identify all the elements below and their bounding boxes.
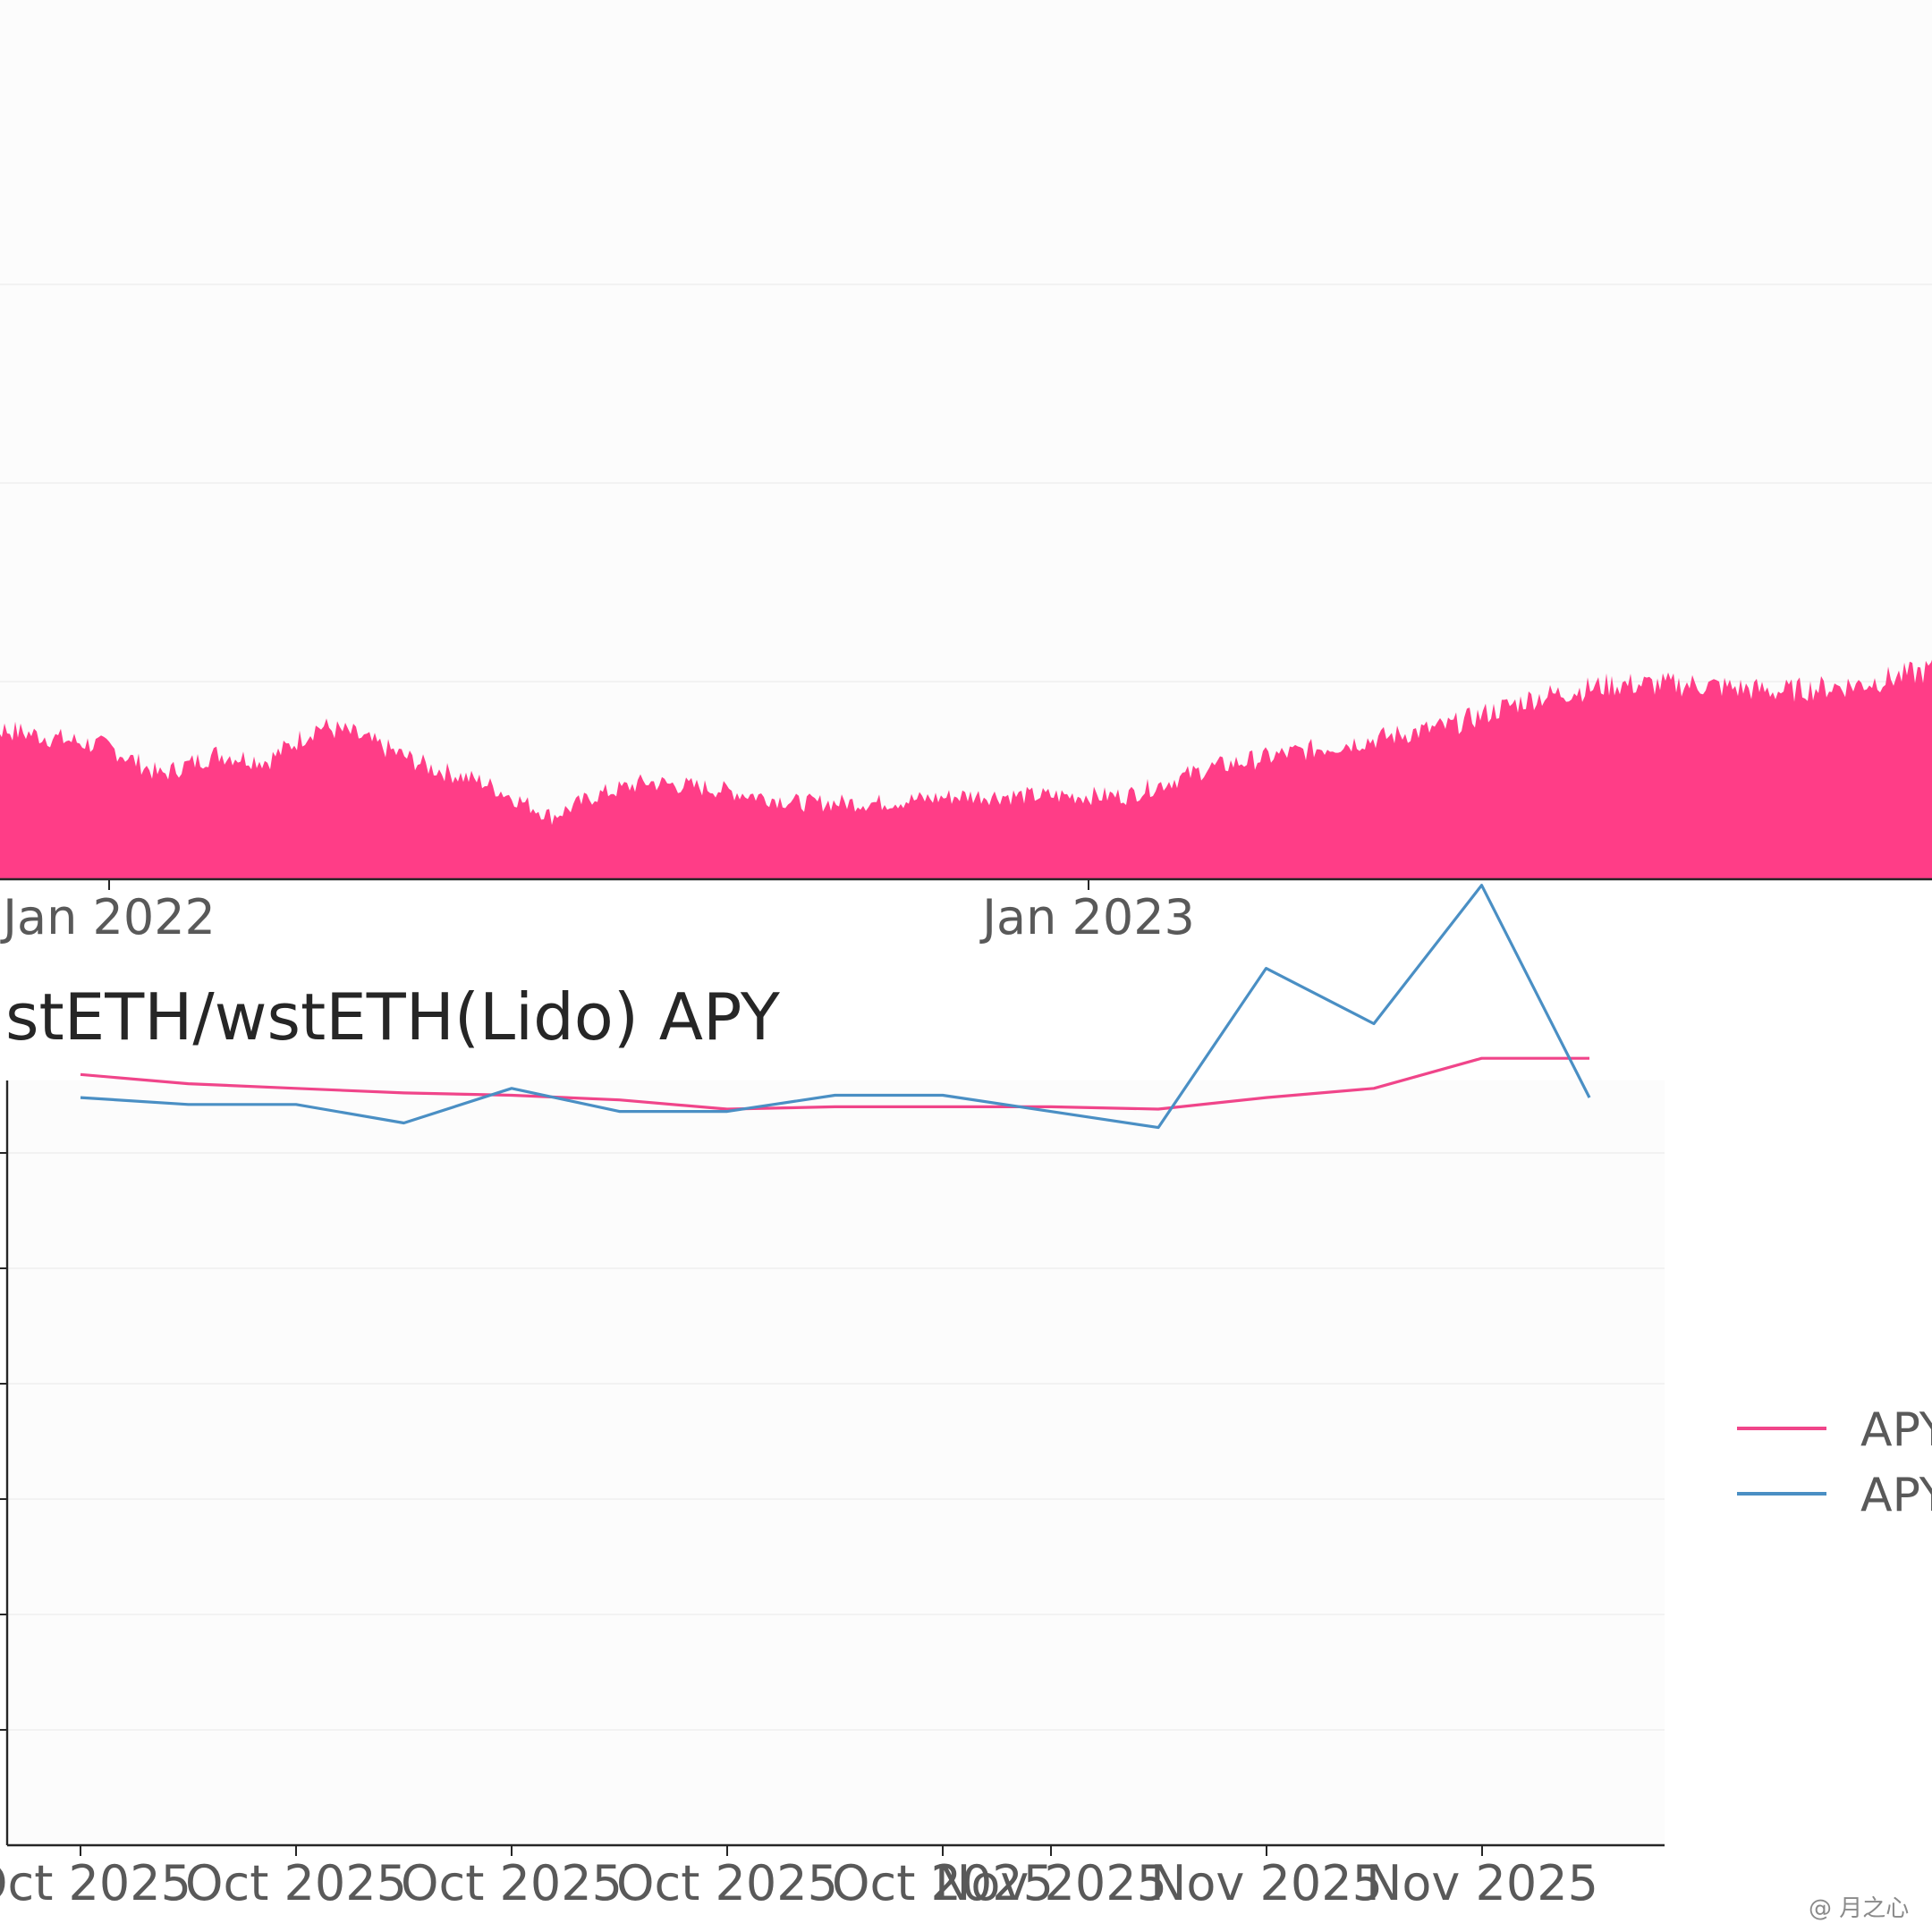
top-grid <box>0 284 1932 682</box>
chart-title: stETH/wstETH(Lido) APY <box>5 979 781 1055</box>
bottom-x-tick-label: Oct 2025 <box>401 1855 623 1911</box>
bottom-grid <box>0 1152 1665 1731</box>
bottom-plot-background <box>7 1080 1665 1845</box>
bottom-x-tick-label: Nov 2025 <box>1366 1855 1598 1911</box>
bottom-x-tick-label: Oct 2025 <box>832 1855 1054 1911</box>
series-line-apy-pink <box>80 1056 1589 1111</box>
bottom-x-tick-label: Nov 2025 <box>935 1855 1167 1911</box>
bottom-series <box>80 884 1591 1130</box>
bottom-x-tick-label: Oct 2025 <box>616 1855 838 1911</box>
legend-label-apy-blue: APY <box>1860 1469 1932 1522</box>
series-line-apy-blue <box>80 884 1591 1130</box>
bottom-x-tick-label: Oct 2025 <box>185 1855 407 1911</box>
top-x-tick-label: Jan 2023 <box>979 889 1195 945</box>
bottom-x-tick-label: Nov 2025 <box>1150 1855 1383 1911</box>
watermark-text: @ 月之心 <box>1809 1895 1909 1922</box>
legend-label-apy-pink: APY <box>1860 1403 1932 1457</box>
bottom-x-tick-label: Oct 2025 <box>0 1855 191 1911</box>
price-area <box>0 211 1932 879</box>
legend: APY APY <box>1737 1403 1932 1522</box>
top-x-tick-label: Jan 2022 <box>0 889 216 945</box>
